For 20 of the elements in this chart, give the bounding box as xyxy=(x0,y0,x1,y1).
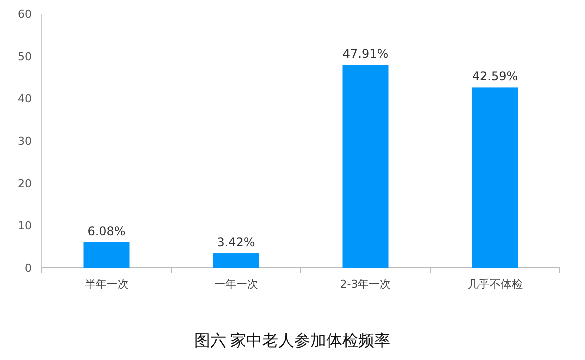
y-tick-label: 50 xyxy=(18,50,32,64)
data-label: 42.59% xyxy=(472,70,518,84)
y-tick-label: 20 xyxy=(18,177,32,190)
bar xyxy=(213,254,260,268)
x-tick-label: 几乎不体检 xyxy=(468,278,523,291)
y-tick-label: 0 xyxy=(25,262,32,275)
y-tick-label: 60 xyxy=(18,8,32,21)
x-tick-label: 半年一次 xyxy=(84,278,129,291)
data-label: 47.91% xyxy=(342,47,389,62)
text: 图六 家中老人参加体检频率 xyxy=(194,332,390,350)
bar xyxy=(84,242,130,268)
y-tick-label: 10 xyxy=(18,220,32,233)
data-label: 3.42% xyxy=(217,236,256,250)
bar xyxy=(342,65,389,268)
y-tick-label: 30 xyxy=(18,135,32,148)
bar xyxy=(472,88,518,268)
x-tick-label: 一年一次 xyxy=(214,278,258,291)
y-tick-label: 40 xyxy=(18,92,32,106)
x-tick-label: 2-3年一次 xyxy=(340,278,392,291)
data-label: 6.08% xyxy=(88,224,126,238)
